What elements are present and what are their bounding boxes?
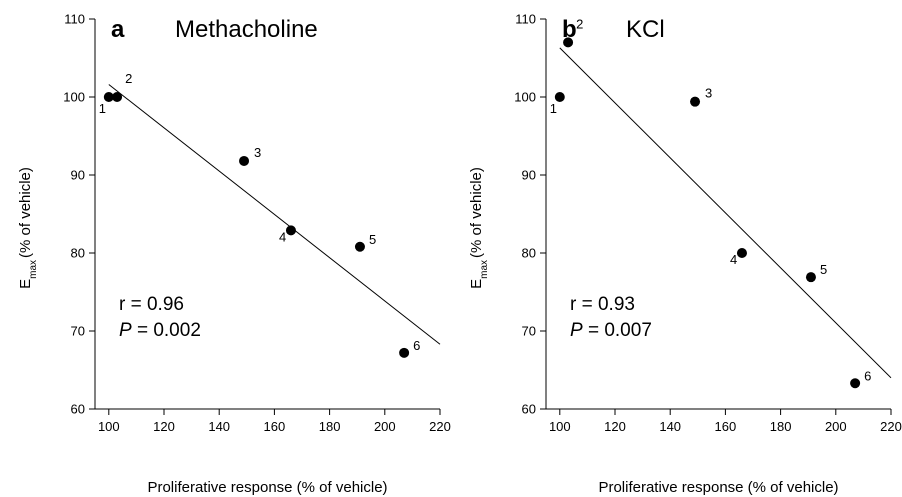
chart-panel-b: 60 70 80 90 100 110 100 120 140 160 180 200 220 Proli… xyxy=(468,12,902,497)
y-tick-label: 80 xyxy=(71,246,85,261)
y-axis-title-subscript: max xyxy=(479,260,490,279)
data-point-label: 4 xyxy=(730,252,737,267)
x-axis-title: Proliferative response (% of vehicle) xyxy=(598,479,838,496)
x-tick-label: 160 xyxy=(264,419,286,434)
x-tick-label: 140 xyxy=(208,419,230,434)
x-tick-label: 180 xyxy=(770,419,792,434)
chart-title: Methacholine xyxy=(175,16,318,43)
data-point-label: 5 xyxy=(820,262,827,277)
data-point-label: 3 xyxy=(705,86,712,101)
data-point xyxy=(112,92,123,102)
data-point xyxy=(690,96,701,107)
x-tick-label: 200 xyxy=(374,419,396,434)
y-axis-title-rest: (% of vehicle) xyxy=(17,167,34,258)
data-point xyxy=(850,378,861,389)
y-axis-title: Emax (% of vehicle) xyxy=(17,167,39,289)
x-tick-label: 160 xyxy=(715,419,737,434)
chart-title: KCl xyxy=(626,16,665,43)
data-point xyxy=(563,37,574,48)
x-tick-label: 220 xyxy=(880,419,902,434)
x-tick-label: 140 xyxy=(659,419,681,434)
r-value-text: r = 0.96 xyxy=(119,294,184,315)
y-axis-title: Emax (% of vehicle) xyxy=(468,167,490,289)
y-tick-label: 110 xyxy=(64,12,85,27)
p-value-text: P = 0.002 xyxy=(119,320,201,341)
y-tick-label: 110 xyxy=(515,12,536,27)
p-symbol: P xyxy=(119,320,132,341)
data-point-label: 4 xyxy=(279,229,286,244)
data-point-label: 1 xyxy=(550,101,557,116)
y-tick-label: 100 xyxy=(514,90,536,105)
y-axis-title-rest: (% of vehicle) xyxy=(468,167,485,258)
regression-line xyxy=(559,47,892,379)
data-point-label: 1 xyxy=(99,101,106,116)
y-axis-title-main: E xyxy=(17,279,34,289)
r-value-text: r = 0.93 xyxy=(570,294,635,315)
y-axis-title-subscript: max xyxy=(28,260,39,279)
y-tick-label: 70 xyxy=(71,324,85,339)
x-axis-title: Proliferative response (% of vehicle) xyxy=(147,479,387,496)
y-tick-label: 70 xyxy=(522,324,536,339)
y-tick-label: 100 xyxy=(63,90,85,105)
data-point xyxy=(285,225,296,236)
y-tick-label: 90 xyxy=(71,168,85,183)
panel-letter: b xyxy=(562,16,577,43)
x-tick-label: 100 xyxy=(98,419,120,434)
data-point-label: 2 xyxy=(125,71,132,86)
data-point xyxy=(554,92,565,102)
data-point xyxy=(736,248,747,258)
p-value: = 0.002 xyxy=(132,320,201,341)
data-point-label: 6 xyxy=(864,368,871,383)
x-tick-label: 120 xyxy=(153,419,175,434)
p-value-text: P = 0.007 xyxy=(570,320,652,341)
p-value: = 0.007 xyxy=(583,320,652,341)
x-tick-label: 100 xyxy=(549,419,571,434)
panel-letter: a xyxy=(111,16,125,43)
x-tick-label: 200 xyxy=(825,419,847,434)
data-point xyxy=(239,155,250,166)
data-point-label: 5 xyxy=(369,232,376,247)
y-tick-label: 80 xyxy=(522,246,536,261)
data-point-label: 3 xyxy=(254,145,261,160)
data-point xyxy=(103,92,114,102)
x-tick-label: 120 xyxy=(604,419,626,434)
data-point-label: 6 xyxy=(413,338,420,353)
y-tick-label: 60 xyxy=(71,402,85,417)
data-point xyxy=(805,272,816,283)
x-tick-label: 220 xyxy=(429,419,451,434)
y-axis-title-main: E xyxy=(468,279,485,289)
chart-panel-a: 60 70 80 90 100 110 100 120 140 160 180 200 220 Proli… xyxy=(17,12,451,497)
data-point xyxy=(354,241,365,252)
data-point xyxy=(399,347,410,358)
x-tick-label: 180 xyxy=(319,419,341,434)
data-point-label: 2 xyxy=(576,16,583,31)
y-tick-label: 60 xyxy=(522,402,536,417)
y-tick-label: 90 xyxy=(522,168,536,183)
p-symbol: P xyxy=(570,320,583,341)
regression-line xyxy=(108,84,441,345)
